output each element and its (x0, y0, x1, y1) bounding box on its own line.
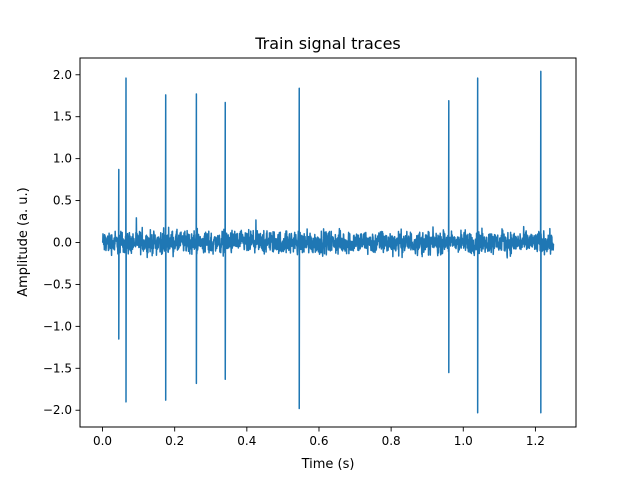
y-tick-label: −1.5 (43, 361, 72, 375)
x-tick-label: 1.0 (454, 434, 473, 448)
x-tick-label: 0.2 (165, 434, 184, 448)
y-axis-label: Amplitude (a. u.) (16, 187, 31, 297)
y-tick-label: −1.0 (43, 319, 72, 333)
x-tick-label: 1.2 (526, 434, 545, 448)
chart-title: Train signal traces (254, 34, 401, 53)
x-tick-label: 0.8 (382, 434, 401, 448)
y-tick-label: 0.0 (53, 236, 72, 250)
y-tick-label: 1.0 (53, 152, 72, 166)
y-tick-label: −2.0 (43, 403, 72, 417)
x-tick-label: 0.0 (93, 434, 112, 448)
x-tick-label: 0.6 (309, 434, 328, 448)
y-tick-label: 0.5 (53, 194, 72, 208)
x-axis: 0.0 0.2 0.4 0.6 0.8 1.0 1.2 (93, 427, 545, 448)
y-axis: −2.0 −1.5 −1.0 −0.5 0.0 0.5 1.0 1.5 2.0 (43, 68, 80, 417)
y-tick-label: 2.0 (53, 68, 72, 82)
x-tick-label: 0.4 (237, 434, 256, 448)
signal-trace-line (101, 70, 555, 414)
x-axis-label: Time (s) (301, 457, 355, 472)
y-tick-label: 1.5 (53, 110, 72, 124)
y-tick-label: −0.5 (43, 277, 72, 291)
